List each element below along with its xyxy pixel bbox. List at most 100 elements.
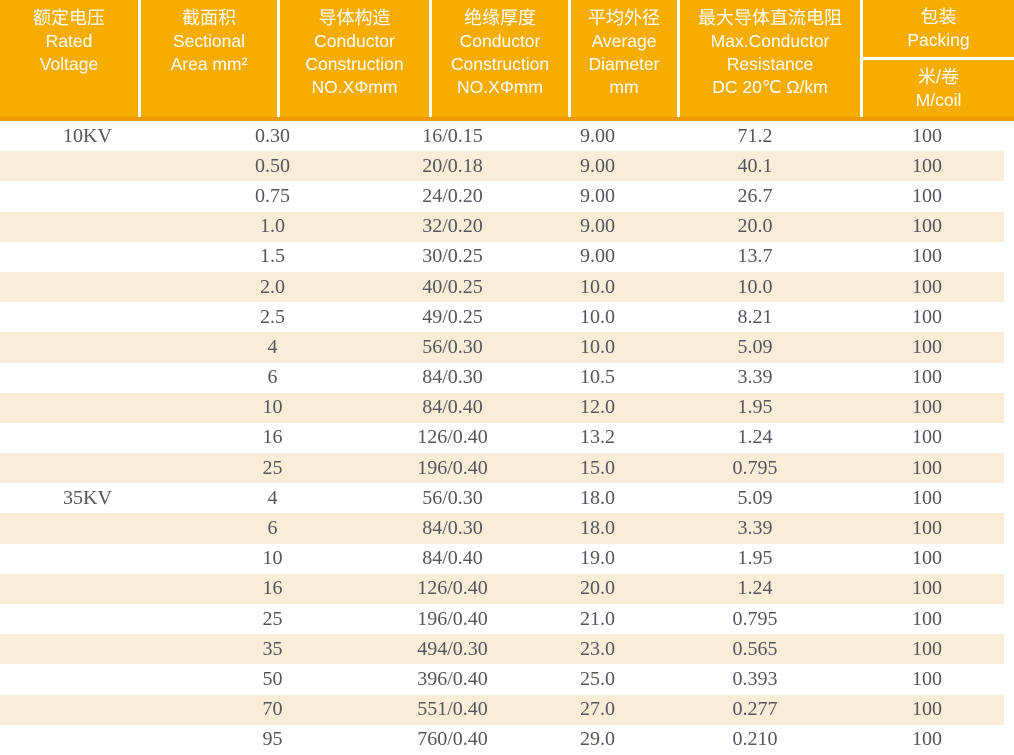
table-body: 10KV 0.30 16/0.15 9.00 71.2 100 0.50 20/0.18 9.0…	[0, 121, 1004, 755]
diameter-cell: 15.0	[580, 456, 615, 479]
diameter-cell: 9.00	[580, 215, 615, 238]
packing-cell: 100	[912, 335, 942, 358]
resistance-cell: 5.09	[737, 486, 773, 509]
table-row: 25 196/0.40 15.0 0.795 100	[0, 453, 1004, 484]
header-max-resistance-zh: 最大导体直流电阻	[698, 8, 842, 28]
table-row: 6 84/0.30 18.0 3.39 100	[0, 513, 1004, 544]
area-cell: 0.75	[255, 184, 290, 207]
diameter-cell: 9.00	[580, 245, 615, 268]
packing-cell: 100	[912, 577, 942, 600]
area-cell: 50	[262, 667, 283, 690]
header-max-resistance-en3: DC 20℃ Ω/km	[712, 77, 828, 97]
resistance-cell: 3.39	[737, 366, 773, 389]
table-row: 1.5 30/0.25 9.00 13.7 100	[0, 241, 1004, 272]
packing-cell: 100	[912, 547, 942, 570]
voltage-cell: 35KV	[63, 486, 112, 509]
header-average-diameter-zh: 平均外径	[588, 8, 660, 28]
diameter-cell: 10.0	[580, 335, 615, 358]
resistance-cell: 26.7	[737, 184, 773, 207]
area-cell: 70	[262, 698, 283, 721]
diameter-cell: 12.0	[580, 396, 615, 419]
header-max-resistance-en1: Max.Conductor	[710, 31, 830, 51]
construction-cell: 32/0.20	[422, 215, 483, 238]
header-average-diameter-en3: mm	[609, 77, 639, 97]
table-row: 1.0 32/0.20 9.00 20.0 100	[0, 211, 1004, 242]
table-header: 额定电压 Rated Voltage 截面积 Sectional Area mm…	[0, 0, 1014, 117]
header-sectional-area-zh: 截面积	[182, 8, 236, 28]
construction-cell: 56/0.30	[422, 335, 483, 358]
resistance-cell: 0.565	[732, 637, 778, 660]
header-packing-unit-en: M/coil	[915, 89, 962, 110]
table-row: 0.75 24/0.20 9.00 26.7 100	[0, 181, 1004, 212]
table-row: 35KV 4 56/0.30 18.0 5.09 100	[0, 483, 1004, 514]
table-row: 6 84/0.30 10.5 3.39 100	[0, 362, 1004, 393]
construction-cell: 20/0.18	[422, 154, 483, 177]
construction-cell: 196/0.40	[417, 456, 488, 479]
packing-cell: 100	[912, 426, 942, 449]
resistance-cell: 13.7	[737, 245, 773, 268]
header-insulation-thickness-en2: Construction	[450, 54, 550, 74]
header-packing-en: Packing	[907, 29, 970, 50]
resistance-cell: 0.795	[732, 456, 778, 479]
packing-cell: 100	[912, 154, 942, 177]
area-cell: 10	[262, 396, 283, 419]
packing-cell: 100	[912, 184, 942, 207]
resistance-cell: 5.09	[737, 335, 773, 358]
resistance-cell: 0.393	[732, 667, 778, 690]
table-row: 50 396/0.40 25.0 0.393 100	[0, 664, 1004, 695]
diameter-cell: 23.0	[580, 637, 615, 660]
table-row: 0.50 20/0.18 9.00 40.1 100	[0, 151, 1004, 182]
construction-cell: 126/0.40	[417, 426, 488, 449]
construction-cell: 30/0.25	[422, 245, 483, 268]
table-row: 70 551/0.40 27.0 0.277 100	[0, 694, 1004, 725]
area-cell: 4	[267, 486, 278, 509]
construction-cell: 126/0.40	[417, 577, 488, 600]
header-packing-title: 包装 Packing	[863, 0, 1014, 57]
header-packing-unit: 米/卷 M/coil	[863, 60, 1014, 117]
header-sectional-area: 截面积 Sectional Area mm²	[141, 0, 277, 117]
area-cell: 16	[262, 426, 283, 449]
packing-cell: 100	[912, 728, 942, 751]
header-rated-voltage: 额定电压 Rated Voltage	[0, 0, 138, 117]
area-cell: 6	[267, 517, 278, 540]
resistance-cell: 8.21	[737, 305, 773, 328]
resistance-cell: 0.277	[732, 698, 778, 721]
voltage-cell: 10KV	[63, 124, 112, 147]
header-packing-unit-zh: 米/卷	[917, 66, 959, 87]
header-conductor-construction: 导体构造 Conductor Construction NO.XΦmm	[280, 0, 429, 117]
header-average-diameter-en2: Diameter	[588, 54, 660, 74]
header-max-resistance-en2: Resistance	[726, 54, 814, 74]
header-rated-voltage-en2: Voltage	[39, 54, 99, 74]
construction-cell: 84/0.30	[422, 517, 483, 540]
resistance-cell: 1.95	[737, 547, 773, 570]
header-conductor-construction-en2: Construction	[305, 54, 404, 74]
construction-cell: 84/0.40	[422, 547, 483, 570]
resistance-cell: 1.24	[737, 426, 773, 449]
construction-cell: 49/0.25	[422, 305, 483, 328]
construction-cell: 551/0.40	[417, 698, 488, 721]
header-insulation-thickness-en1: Conductor	[459, 31, 541, 51]
header-conductor-construction-zh: 导体构造	[318, 8, 391, 28]
resistance-cell: 3.39	[737, 517, 773, 540]
construction-cell: 84/0.30	[422, 366, 483, 389]
diameter-cell: 13.2	[580, 426, 615, 449]
diameter-cell: 10.0	[580, 275, 615, 298]
diameter-cell: 19.0	[580, 547, 615, 570]
header-underline	[0, 117, 1014, 121]
resistance-cell: 40.1	[737, 154, 773, 177]
header-average-diameter: 平均外径 Average Diameter mm	[571, 0, 677, 117]
table-row: 16 126/0.40 20.0 1.24 100	[0, 573, 1004, 604]
area-cell: 1.0	[260, 215, 285, 238]
header-packing: 包装 Packing 米/卷 M/coil	[863, 0, 1014, 117]
header-packing-zh: 包装	[920, 6, 957, 27]
table-row: 2.5 49/0.25 10.0 8.21 100	[0, 302, 1004, 333]
diameter-cell: 25.0	[580, 667, 615, 690]
table-row: 10 84/0.40 12.0 1.95 100	[0, 392, 1004, 423]
packing-cell: 100	[912, 698, 942, 721]
packing-cell: 100	[912, 124, 942, 147]
diameter-cell: 9.00	[580, 184, 615, 207]
area-cell: 2.0	[260, 275, 285, 298]
diameter-cell: 29.0	[580, 728, 615, 751]
header-sectional-area-en1: Sectional	[173, 31, 245, 51]
area-cell: 10	[262, 547, 283, 570]
